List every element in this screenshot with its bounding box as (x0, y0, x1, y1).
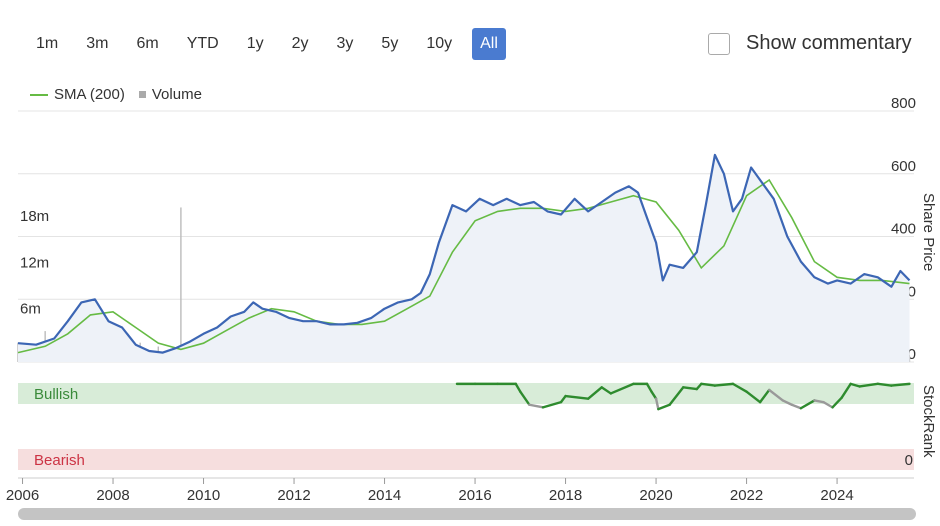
stockrank-segment (609, 382, 635, 395)
stockrank-segment (758, 388, 771, 404)
volume-legend-swatch (138, 91, 146, 98)
stockrank-segment (654, 397, 660, 411)
x-axis-tick-label: 2024 (820, 487, 853, 504)
stockrank-segment (831, 396, 843, 409)
stockrank-axis-title: StockRank (920, 385, 937, 458)
y-right-tick-label: 600 (891, 158, 916, 175)
x-axis-tick-label: 2008 (96, 487, 129, 504)
stockrank-segment (559, 394, 567, 404)
stockrank-segment (840, 382, 852, 399)
volume-legend-label[interactable]: Volume (151, 86, 202, 103)
stockrank-segment (682, 386, 698, 391)
stockrank-segment (657, 403, 671, 411)
x-axis-tick-label: 2022 (730, 487, 763, 504)
stockrank-segment (514, 382, 522, 393)
stockrank-segment (745, 390, 762, 404)
commentary-label: Show commentary (746, 32, 912, 54)
stockrank-segment (700, 382, 717, 387)
stockrank-segment (564, 394, 590, 400)
stockrank-segment (713, 382, 735, 387)
share-price-axis-title: Share Price (920, 193, 937, 271)
price-area (18, 154, 910, 362)
stockrank-segment (731, 382, 748, 393)
stockrank-tick-label: 0 (905, 452, 913, 469)
stockrank-segment (645, 382, 653, 393)
y-left-tick-label: 6m (20, 301, 41, 318)
stockrank-segment (781, 399, 794, 406)
stockrank-segment (650, 390, 658, 400)
range-button-10y[interactable]: 10y (418, 28, 460, 60)
stockrank-segment (668, 386, 685, 406)
stockrank-segment (519, 390, 531, 406)
x-axis-tick-label: 2016 (458, 487, 491, 504)
x-axis-tick-label: 2010 (187, 487, 220, 504)
range-button-all[interactable]: All (472, 28, 506, 60)
bullish-label: Bullish (34, 386, 78, 403)
y-left-tick-label: 18m (20, 208, 49, 225)
stockrank-segment (876, 382, 893, 387)
stockrank-segment (822, 400, 834, 409)
chart-legend: SMA (200) Volume (30, 86, 202, 103)
range-button-3y[interactable]: 3y (329, 28, 362, 60)
bullish-band (18, 383, 914, 404)
stockrank-segment (586, 386, 603, 400)
stockrank-segment (849, 382, 861, 388)
y-right-tick-label: 400 (891, 221, 916, 238)
sma-legend-label[interactable]: SMA (200) (54, 86, 125, 103)
x-axis-tick-label: 2012 (277, 487, 310, 504)
range-button-1y[interactable]: 1y (239, 28, 272, 60)
stockrank-segment (799, 399, 816, 410)
range-button-ytd[interactable]: YTD (179, 28, 227, 60)
stockrank-segment (858, 382, 879, 388)
navigator-scrollbar[interactable] (18, 508, 916, 520)
range-button-6m[interactable]: 6m (128, 28, 166, 60)
x-axis-tick-label: 2020 (639, 487, 672, 504)
sma-legend-swatch (30, 93, 48, 96)
range-button-3m[interactable]: 3m (78, 28, 116, 60)
stockrank-segment (790, 403, 803, 410)
bearish-label: Bearish (34, 452, 85, 469)
x-axis-tick-label: 2014 (368, 487, 401, 504)
bearish-band (18, 449, 914, 470)
y-left-tick-label: 12m (20, 254, 49, 271)
stockrank-segment (528, 403, 545, 409)
stockrank-segment (767, 388, 784, 402)
show-commentary-toggle[interactable]: Show commentary (708, 32, 912, 55)
stockrank-segment (813, 399, 825, 404)
price-series-line (17, 153, 911, 354)
stockrank-segment (541, 400, 563, 409)
x-axis-tick-label: 2018 (549, 487, 582, 504)
stockrank-segment (890, 382, 911, 387)
commentary-checkbox[interactable] (708, 32, 730, 55)
range-selector: 1m 3m 6m YTD 1y 2y 3y 5y 10y All (28, 28, 518, 60)
x-axis-tick-label: 2006 (6, 487, 39, 504)
range-button-1m[interactable]: 1m (28, 28, 66, 60)
stockrank-segment (600, 386, 613, 395)
volume-bar (180, 207, 182, 362)
range-button-5y[interactable]: 5y (373, 28, 406, 60)
y-right-tick-label: 800 (891, 95, 916, 112)
range-button-2y[interactable]: 2y (284, 28, 317, 60)
sma-series-line (17, 178, 910, 354)
